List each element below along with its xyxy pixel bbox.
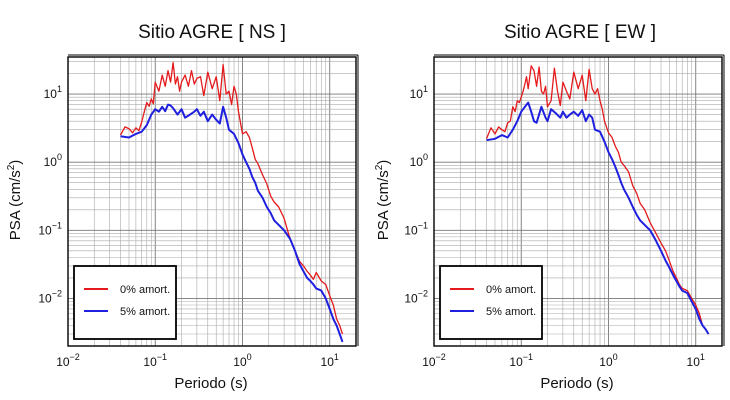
x-tick-label: 10−1 [143, 352, 167, 369]
series-ew [485, 65, 710, 335]
y-axis-label-ns: PSA (cm/s2) [6, 160, 24, 241]
x-tick-label: 101 [321, 352, 339, 369]
chart-panel-ns: Sitio AGRE [ NS ] 10−2 10−1 100 101 10−2 10−1… [6, 22, 359, 392]
y-tick-label: 100 [44, 152, 62, 169]
x-tick-label: 10−2 [422, 352, 446, 369]
series-line-amort-5 [120, 103, 344, 343]
x-axis-label-ns: Periodo (s) [174, 375, 247, 392]
legend-label: 0% amort. [486, 284, 536, 296]
x-tick-label: 10−2 [56, 352, 80, 369]
legend-label: 5% amort. [120, 306, 170, 318]
tick-labels-ew: 10−2 10−1 100 101 10−2 10−1 100 101 [404, 84, 705, 369]
y-tick-label: 101 [410, 84, 428, 101]
legend-box [439, 265, 543, 340]
y-tick-label: 10−2 [38, 288, 62, 305]
x-tick-label: 101 [687, 352, 705, 369]
legend-label: 0% amort. [120, 284, 170, 296]
series-line-amort-0 [119, 61, 344, 335]
series-line-amort-0 [485, 65, 710, 335]
y-tick-label: 10−1 [38, 220, 62, 237]
x-tick-label: 100 [233, 352, 251, 369]
series-line-amort-5 [486, 101, 710, 335]
y-tick-label: 10−2 [404, 288, 428, 305]
chart-panel-ew: Sitio AGRE [ EW ] 10−2 10−1 100 101 10−2 10−1… [374, 22, 725, 392]
legend-label: 5% amort. [486, 306, 536, 318]
grid-ew [433, 54, 725, 347]
series-ns [119, 61, 344, 343]
y-tick-label: 101 [44, 84, 62, 101]
plot-frame [67, 56, 357, 347]
chart-title-ew: Sitio AGRE [ EW ] [504, 22, 656, 43]
y-axis-label-ew: PSA (cm/s2) [374, 160, 392, 241]
x-axis-label-ew: Periodo (s) [540, 375, 613, 392]
x-tick-label: 10−1 [509, 352, 533, 369]
chart-title-ns: Sitio AGRE [ NS ] [138, 22, 286, 43]
legend-ns: 0% amort. 5% amort. [73, 265, 177, 340]
legend-box [73, 265, 177, 340]
y-tick-label: 100 [410, 152, 428, 169]
x-tick-label: 100 [599, 352, 617, 369]
y-tick-label: 10−1 [404, 220, 428, 237]
legend-ew: 0% amort. 5% amort. [439, 265, 543, 340]
tick-labels-ns: 10−2 10−1 100 101 10−2 10−1 100 101 [38, 84, 339, 369]
plot-frame [433, 56, 723, 347]
